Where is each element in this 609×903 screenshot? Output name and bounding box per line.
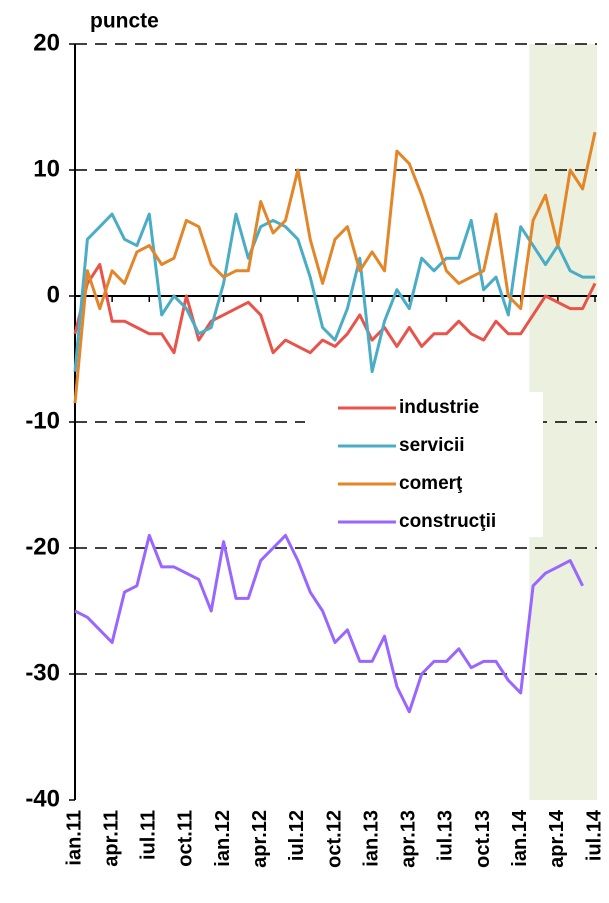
y-tick-label: -20 bbox=[25, 533, 60, 560]
series-line bbox=[73, 212, 595, 374]
legend-background bbox=[305, 392, 543, 537]
x-tick-label: oct.13 bbox=[472, 810, 494, 868]
x-tick-label: iul.14 bbox=[583, 809, 605, 861]
y-tick-label: -10 bbox=[25, 407, 60, 434]
x-tick-label: iul.11 bbox=[138, 810, 160, 860]
legend-label: servicii bbox=[399, 435, 465, 456]
x-tick-label: iul.13 bbox=[435, 810, 457, 861]
y-tick-label: 20 bbox=[33, 29, 60, 56]
x-tick-label: iul.12 bbox=[286, 810, 308, 861]
x-tick-label: apr.12 bbox=[249, 810, 271, 868]
x-tick-label: apr.14 bbox=[546, 809, 568, 868]
y-tick-label: 0 bbox=[47, 281, 60, 308]
legend-label: industrie bbox=[399, 397, 479, 418]
y-tick-label: 10 bbox=[33, 155, 60, 182]
x-tick-label: ian.12 bbox=[212, 810, 234, 867]
x-tick-label: oct.12 bbox=[323, 810, 345, 868]
x-tick-label: ian.11 bbox=[63, 810, 85, 866]
y-axis-label: puncte bbox=[90, 10, 159, 33]
x-tick-label: oct.11 bbox=[175, 810, 197, 867]
x-tick-label: ian.13 bbox=[360, 810, 382, 867]
x-tick-label: ian.14 bbox=[509, 809, 531, 867]
x-tick-label: apr.11 bbox=[100, 810, 122, 867]
series-line bbox=[73, 263, 597, 355]
y-tick-label: -40 bbox=[25, 785, 60, 812]
series-line bbox=[73, 131, 597, 404]
y-tick-label: -30 bbox=[25, 659, 60, 686]
legend-label: construcţii bbox=[399, 511, 496, 532]
x-tick-label: apr.13 bbox=[398, 810, 420, 868]
legend-label: comerţ bbox=[399, 473, 463, 494]
series-line bbox=[74, 533, 584, 714]
